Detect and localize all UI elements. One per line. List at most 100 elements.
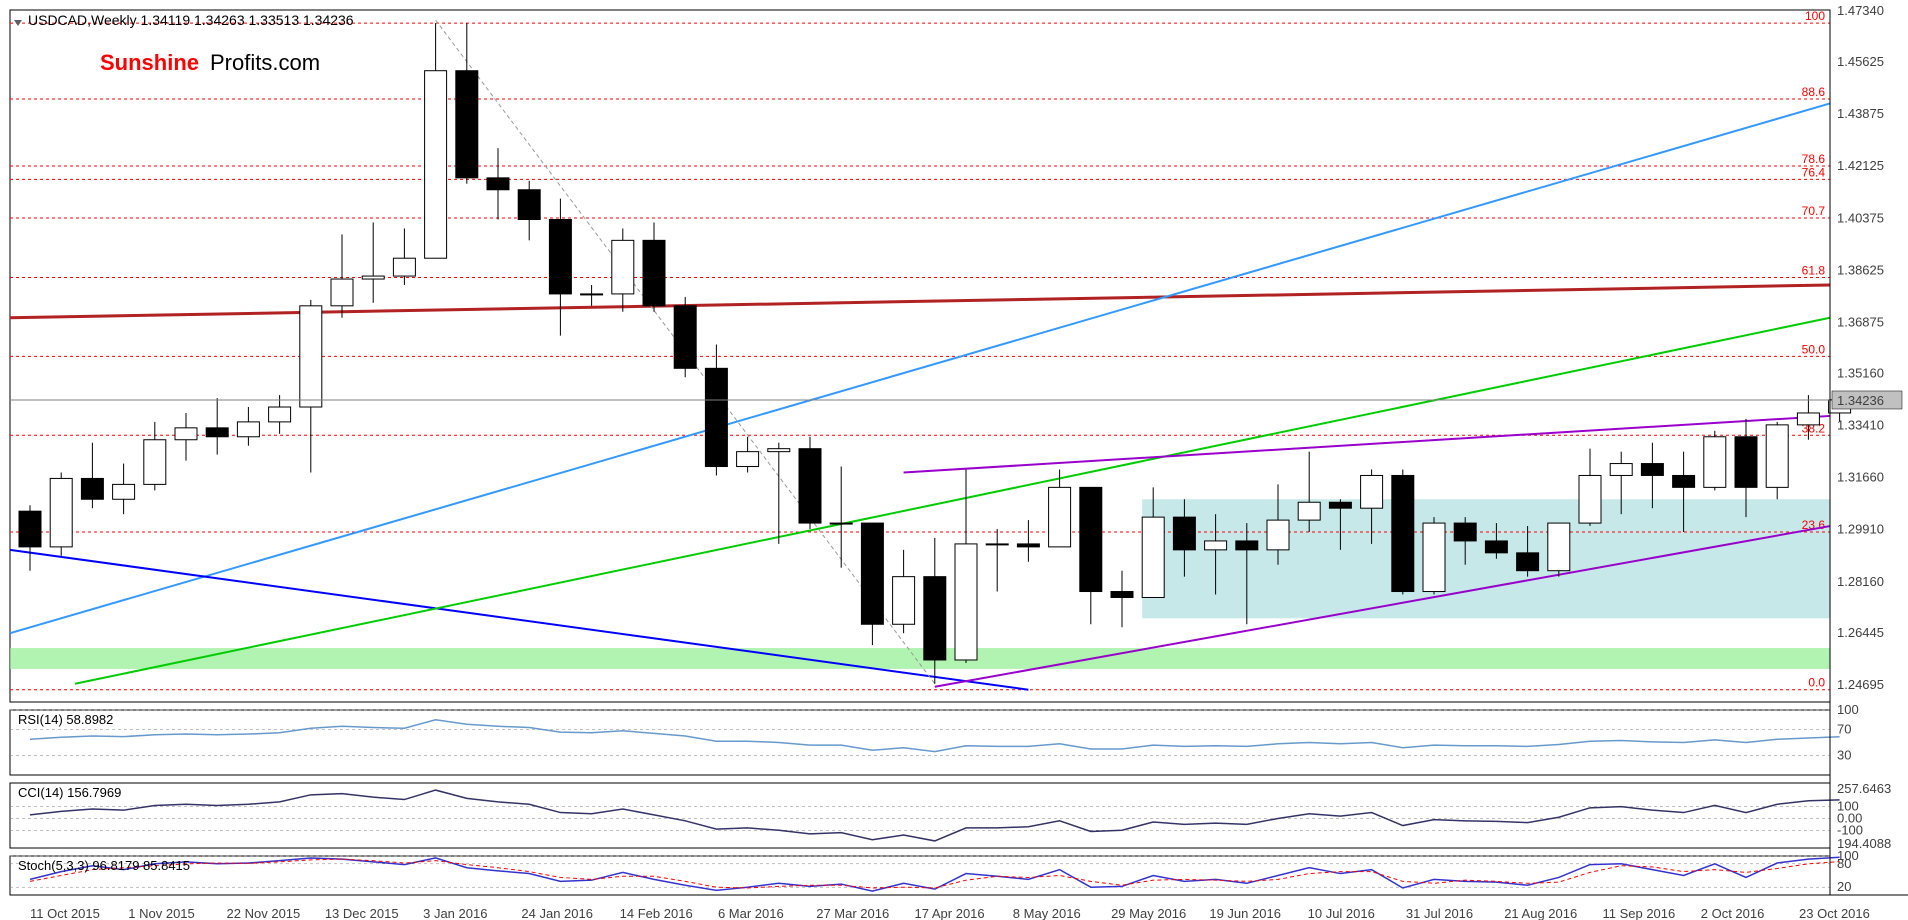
price-axis-label: 1.29910 bbox=[1837, 522, 1884, 537]
candle-body bbox=[144, 440, 166, 485]
price-axis-label: 1.36875 bbox=[1837, 314, 1884, 329]
time-axis-label: 31 Jul 2016 bbox=[1406, 906, 1473, 920]
rsi-level-label: 70 bbox=[1837, 722, 1851, 737]
price-axis-label: 1.47340 bbox=[1837, 3, 1884, 18]
time-axis-label: 27 Mar 2016 bbox=[816, 906, 889, 920]
price-axis-label: 1.24695 bbox=[1837, 677, 1884, 692]
cci-level-label: 100 bbox=[1837, 799, 1859, 814]
rsi-level-label: 30 bbox=[1837, 748, 1851, 763]
time-axis-label: 3 Jan 2016 bbox=[423, 906, 487, 920]
time-axis-label: 21 Aug 2016 bbox=[1504, 906, 1577, 920]
chart-container: 10088.678.676.470.761.850.038.223.60.01.… bbox=[0, 0, 1908, 920]
candle-body bbox=[393, 258, 415, 276]
time-axis-label: 11 Sep 2016 bbox=[1602, 906, 1675, 920]
stoch-level-label: 20 bbox=[1837, 879, 1851, 894]
candle-body bbox=[50, 478, 72, 546]
candle-body bbox=[1267, 520, 1289, 550]
candle-body bbox=[456, 71, 478, 178]
price-axis-label: 1.26445 bbox=[1837, 625, 1884, 640]
candle-body bbox=[19, 511, 41, 547]
rsi-label: RSI(14) 58.8982 bbox=[18, 712, 113, 727]
brand-text-1: Sunshine bbox=[100, 50, 199, 75]
fib-label: 78.6 bbox=[1802, 152, 1826, 166]
stoch-label: Stoch(5,3,3) 96.8179 85.8415 bbox=[18, 858, 190, 873]
candle-body bbox=[1704, 437, 1726, 488]
candle-body bbox=[643, 240, 665, 305]
candle-body bbox=[1361, 475, 1383, 508]
candle-body bbox=[1298, 502, 1320, 520]
candle-body bbox=[237, 422, 259, 437]
time-axis-label: 13 Dec 2015 bbox=[325, 906, 399, 920]
time-axis-label: 11 Oct 2015 bbox=[30, 906, 100, 920]
candle-body bbox=[986, 544, 1008, 545]
current-price-value: 1.34236 bbox=[1837, 393, 1884, 408]
candle-body bbox=[924, 577, 946, 660]
candle-body bbox=[1080, 487, 1102, 591]
candle-body bbox=[1673, 475, 1695, 487]
fib-label: 100 bbox=[1805, 9, 1825, 23]
candle-body bbox=[1454, 523, 1476, 541]
candle-body bbox=[674, 306, 696, 368]
candle-body bbox=[425, 71, 447, 258]
chart-svg: 10088.678.676.470.761.850.038.223.60.01.… bbox=[0, 0, 1908, 920]
support-zone-green bbox=[10, 648, 1830, 669]
candle-body bbox=[1735, 437, 1757, 488]
price-axis-label: 1.31660 bbox=[1837, 470, 1884, 485]
price-axis-label: 1.42125 bbox=[1837, 158, 1884, 173]
candle-body bbox=[1205, 541, 1227, 550]
candle-body bbox=[300, 306, 322, 407]
trendline-purple-upper bbox=[904, 416, 1830, 473]
price-axis-label: 1.33410 bbox=[1837, 418, 1884, 433]
candle-body bbox=[893, 577, 915, 625]
candle-body bbox=[1485, 541, 1507, 553]
candle-body bbox=[1766, 425, 1788, 487]
candle-body bbox=[768, 449, 790, 452]
candle-body bbox=[581, 294, 603, 295]
candle-body bbox=[269, 407, 291, 422]
stoch-level-label: 100 bbox=[1837, 848, 1859, 863]
candle-body bbox=[1111, 592, 1133, 598]
candle-body bbox=[113, 484, 135, 499]
fib-label: 50.0 bbox=[1802, 342, 1826, 356]
time-axis-label: 22 Nov 2015 bbox=[227, 906, 301, 920]
candle-body bbox=[362, 276, 384, 279]
candle-body bbox=[955, 544, 977, 660]
time-axis-label: 17 Apr 2016 bbox=[915, 906, 985, 920]
time-axis-label: 23 Oct 2016 bbox=[1799, 906, 1870, 920]
candle-body bbox=[737, 452, 759, 467]
candle-body bbox=[1236, 541, 1258, 550]
candle-body bbox=[487, 178, 509, 190]
candle-body bbox=[1641, 464, 1663, 476]
price-axis-label: 1.43875 bbox=[1837, 106, 1884, 121]
range-zone-cyan bbox=[1142, 499, 1830, 618]
stoch-main-line bbox=[30, 857, 1840, 891]
candle-body bbox=[1173, 517, 1195, 550]
rsi-line bbox=[30, 720, 1840, 752]
cci-line bbox=[30, 790, 1840, 841]
candle-body bbox=[549, 220, 571, 294]
candle-body bbox=[1423, 523, 1445, 591]
candle-body bbox=[175, 428, 197, 440]
candle-body bbox=[1049, 487, 1071, 547]
dropdown-icon[interactable] bbox=[14, 20, 22, 26]
fib-label: 88.6 bbox=[1802, 85, 1826, 99]
candle-body bbox=[1017, 544, 1039, 547]
time-axis-label: 19 Jun 2016 bbox=[1209, 906, 1281, 920]
candle-body bbox=[1392, 475, 1414, 591]
time-axis-label: 14 Feb 2016 bbox=[620, 906, 693, 920]
candle-body bbox=[799, 449, 821, 523]
fib-label: 61.8 bbox=[1802, 264, 1826, 278]
moving-average-line bbox=[10, 285, 1830, 318]
rsi-level-label: 100 bbox=[1837, 702, 1859, 717]
candle-body bbox=[81, 478, 103, 499]
candle-body bbox=[1610, 464, 1632, 476]
cci-top-label: 257.6463 bbox=[1837, 781, 1891, 796]
time-axis-label: 1 Nov 2015 bbox=[128, 906, 195, 920]
brand-text-2: Profits.com bbox=[210, 50, 320, 75]
fib-label: 0.0 bbox=[1808, 676, 1825, 690]
candle-body bbox=[1548, 523, 1570, 571]
candle-body bbox=[1329, 502, 1351, 508]
candle-body bbox=[1797, 413, 1819, 425]
symbol-title: USDCAD,Weekly 1.34119 1.34263 1.33513 1.… bbox=[28, 12, 354, 28]
price-axis-label: 1.35160 bbox=[1837, 365, 1884, 380]
